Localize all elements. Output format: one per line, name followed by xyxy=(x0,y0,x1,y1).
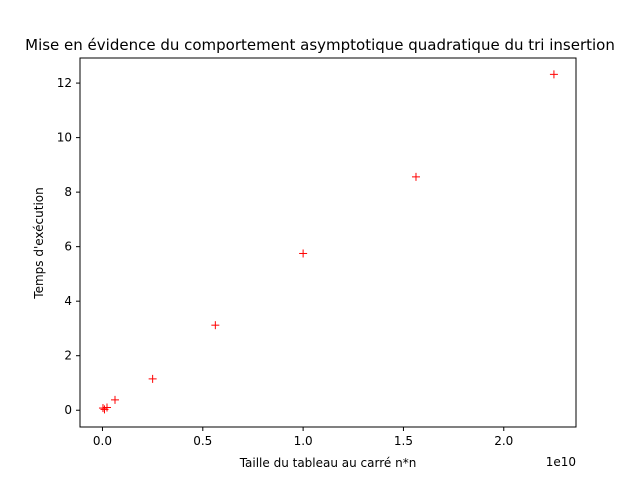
y-tick-label: 0 xyxy=(64,403,72,417)
x-axis-label: Taille du tableau au carré n*n xyxy=(239,456,417,470)
x-tick-label: 2.0 xyxy=(494,434,513,448)
data-points xyxy=(98,70,558,414)
data-point-plus xyxy=(211,321,220,330)
x-axis-ticks: 0.0 0.5 1.0 1.5 2.0 xyxy=(93,427,513,448)
x-axis-offset-label: 1e10 xyxy=(546,455,576,469)
data-point-plus xyxy=(102,403,111,412)
data-point-plus xyxy=(411,172,420,181)
y-tick-label: 6 xyxy=(64,240,72,254)
y-tick-label: 8 xyxy=(64,185,72,199)
y-tick-label: 4 xyxy=(64,294,72,308)
data-point-plus xyxy=(549,70,558,79)
y-tick-label: 12 xyxy=(57,76,72,90)
x-tick-label: 1.0 xyxy=(294,434,313,448)
y-axis-label: Temps d'exécution xyxy=(32,187,46,299)
y-tick-label: 10 xyxy=(57,131,72,145)
data-point-plus xyxy=(98,404,107,413)
x-tick-label: 0.0 xyxy=(93,434,112,448)
plot-area xyxy=(79,57,577,428)
x-tick-label: 1.5 xyxy=(394,434,413,448)
y-axis-ticks: 0 2 4 6 8 10 12 xyxy=(57,76,80,417)
chart-title: Mise en évidence du comportement asympto… xyxy=(25,36,615,54)
y-tick-label: 2 xyxy=(64,349,72,363)
data-point-plus xyxy=(148,374,157,383)
x-tick-label: 0.5 xyxy=(193,434,212,448)
data-point-plus xyxy=(299,249,308,258)
data-point-plus xyxy=(111,395,120,404)
